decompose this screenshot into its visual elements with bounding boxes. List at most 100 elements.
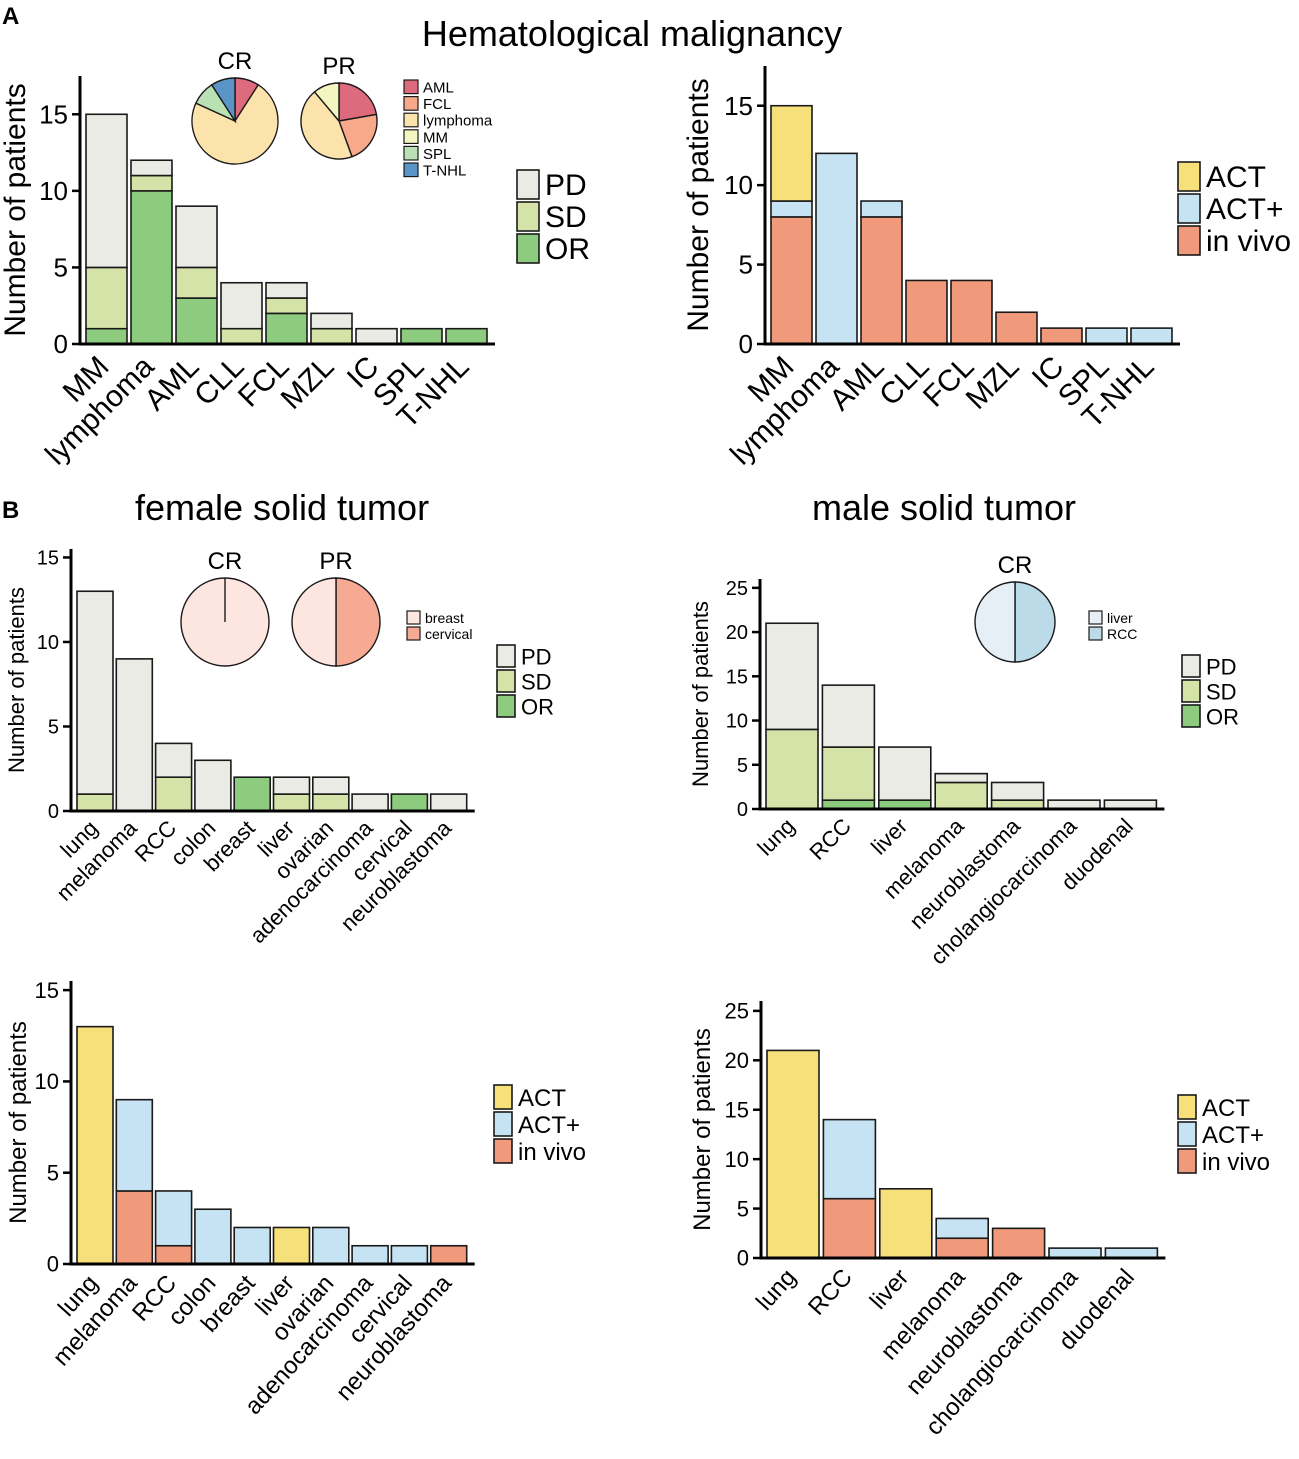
bar-t-nhl-act xyxy=(1130,327,1173,345)
y-tick-label-5: 5 xyxy=(737,755,748,777)
bar-mzl-sd xyxy=(310,327,353,345)
legend-label-sd: SD xyxy=(545,201,587,234)
pie-legend-label-liver: liver xyxy=(1107,610,1133,626)
y-axis-label: Number of patients xyxy=(688,601,713,787)
bar-lymphoma-or xyxy=(130,190,173,345)
bar-cll-in-vivo xyxy=(905,279,948,345)
pie-title-cr: CR xyxy=(218,48,253,75)
title-male-solid-tumor: male solid tumor xyxy=(812,487,1076,528)
y-tick-label-15: 15 xyxy=(35,978,59,1003)
bar-lung-sd xyxy=(765,728,819,810)
legend-label-in-vivo: in vivo xyxy=(1202,1149,1270,1176)
legend-label-pd: PD xyxy=(1206,655,1237,680)
x-label-mzl: MZL xyxy=(275,350,341,416)
pie-legend-label-aml: AML xyxy=(423,79,454,96)
pie-legend-label-rcc: RCC xyxy=(1107,626,1137,642)
bar-t-nhl-or xyxy=(445,327,488,345)
bar-mzl-pd xyxy=(310,312,353,330)
legend-swatch-pd xyxy=(496,644,516,668)
y-tick-label-0: 0 xyxy=(54,329,68,359)
bar-lung-sd xyxy=(76,793,114,812)
pie-legend-label-t-nhl: T-NHL xyxy=(423,162,466,179)
pie-legend-swatch-liver xyxy=(1088,610,1103,625)
pie-slice-cr-rcc xyxy=(1014,581,1056,663)
bar-rcc-in-vivo xyxy=(822,1197,877,1259)
y-axis-label: Number of patients xyxy=(682,78,715,331)
bar-aml-or xyxy=(175,297,218,345)
legend-label-act: ACT+ xyxy=(1202,1122,1264,1149)
bar-rcc-sd xyxy=(821,746,876,801)
y-tick-label-0: 0 xyxy=(47,1252,59,1277)
pie-title-pr: PR xyxy=(319,548,352,575)
bar-cll-pd xyxy=(220,281,263,330)
bar-neuroblastoma-in-vivo xyxy=(429,1244,468,1265)
panel-label-a: A xyxy=(2,3,19,30)
bar-liver-act xyxy=(878,1188,933,1259)
bar-melanoma-in-vivo xyxy=(115,1190,154,1265)
pie-legend-label-spl: SPL xyxy=(423,146,451,163)
pie-title-pr: PR xyxy=(322,53,355,80)
y-axis-label: Number of patients xyxy=(5,1021,32,1224)
bar-ovarian-act xyxy=(311,1226,350,1265)
y-tick-label-10: 10 xyxy=(726,711,748,733)
y-tick-label-5: 5 xyxy=(739,250,753,280)
legend-label-pd: PD xyxy=(521,645,552,670)
legend-label-pd: PD xyxy=(545,169,587,202)
bar-spl-act xyxy=(1085,327,1128,345)
bar-breast-act xyxy=(233,1226,271,1265)
pie-legend-swatch-breast xyxy=(406,610,421,625)
legend-label-act: ACT+ xyxy=(518,1112,580,1139)
y-tick-label-0: 0 xyxy=(48,801,59,823)
bar-adenocarcinoma-act xyxy=(351,1244,389,1265)
pie-title-cr: CR xyxy=(208,548,243,575)
y-tick-label-5: 5 xyxy=(48,716,59,738)
legend-label-or: OR xyxy=(545,233,590,266)
pie-legend-swatch-fcl xyxy=(403,95,419,111)
y-tick-label-0: 0 xyxy=(739,329,753,359)
x-label-liver: liver xyxy=(866,813,912,859)
y-tick-label-15: 15 xyxy=(37,547,59,569)
bar-rcc-pd xyxy=(154,742,193,778)
bar-liver-act xyxy=(272,1226,311,1265)
bar-fcl-sd xyxy=(265,297,308,315)
y-tick-label-10: 10 xyxy=(725,1147,749,1172)
y-tick-label-5: 5 xyxy=(47,1160,59,1185)
legend-swatch-sd xyxy=(496,669,516,693)
y-tick-label-0: 0 xyxy=(737,799,748,821)
pie-legend-label-lymphoma: lymphoma xyxy=(423,113,493,130)
bar-lymphoma-sd xyxy=(130,174,173,192)
x-label-lung: lung xyxy=(752,813,799,860)
pie-slice-pr-cervical xyxy=(335,577,381,667)
x-label-mzl: MZL xyxy=(960,350,1026,416)
title-hematological: Hematological malignancy xyxy=(422,13,842,54)
x-label-rcc: RCC xyxy=(805,813,856,864)
y-tick-label-15: 15 xyxy=(725,1097,749,1122)
y-tick-label-15: 15 xyxy=(726,666,748,688)
legend-label-sd: SD xyxy=(521,670,552,695)
bar-melanoma-in-vivo xyxy=(935,1237,990,1259)
legend-label-act: ACT xyxy=(518,1085,566,1112)
bar-melanoma-pd xyxy=(934,772,989,784)
y-tick-label-10: 10 xyxy=(37,632,59,654)
bar-breast-or xyxy=(233,776,271,812)
bar-fcl-in-vivo xyxy=(950,279,993,345)
bar-spl-or xyxy=(400,327,443,345)
y-axis-label: Number of patients xyxy=(4,587,29,773)
legend-label-act: ACT+ xyxy=(1206,193,1284,226)
bar-colon-pd xyxy=(194,759,232,812)
pie-slice-pr-aml xyxy=(338,82,378,122)
y-tick-label-5: 5 xyxy=(737,1196,749,1221)
bar-fcl-or xyxy=(265,312,308,345)
pie-slice-pr-breast xyxy=(291,577,337,667)
pie-slice-cr-lymphoma xyxy=(191,83,279,165)
y-tick-label-10: 10 xyxy=(724,170,753,200)
y-tick-label-15: 15 xyxy=(724,91,753,121)
pie-slice-pr-mm xyxy=(313,82,340,123)
pie-legend-swatch-aml xyxy=(403,79,419,95)
bar-melanoma-pd xyxy=(115,658,154,812)
panel-label-b: B xyxy=(2,497,19,524)
